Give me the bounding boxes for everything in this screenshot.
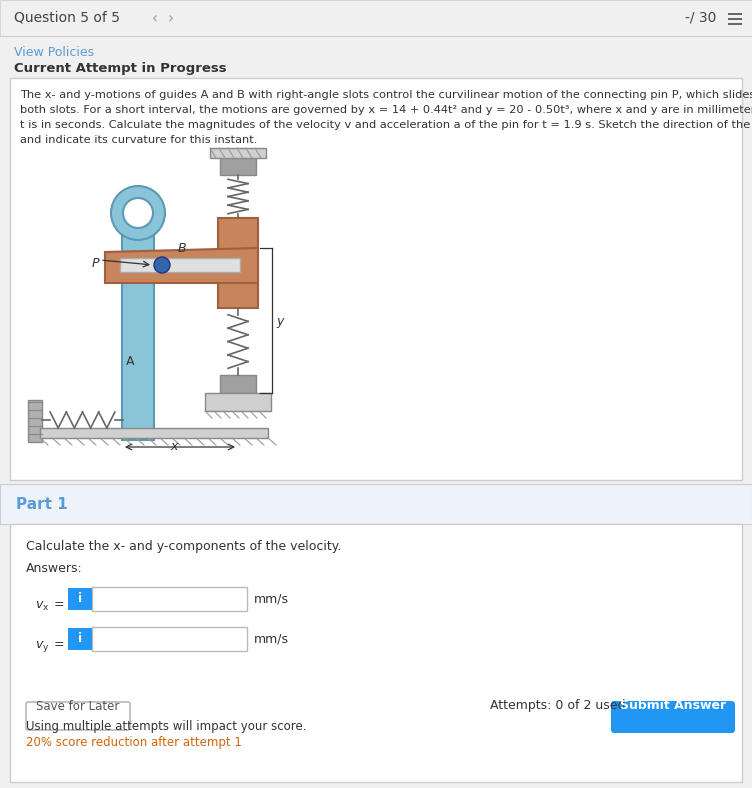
Text: View Policies: View Policies — [14, 46, 94, 59]
Text: ›: › — [168, 11, 174, 26]
Text: y: y — [43, 643, 48, 652]
Polygon shape — [105, 248, 258, 283]
Bar — [220, 157, 256, 175]
Text: x: x — [43, 603, 48, 612]
Text: and indicate its curvature for this instant.: and indicate its curvature for this inst… — [20, 135, 257, 145]
Text: Save for Later: Save for Later — [36, 700, 120, 713]
Bar — [0, 36, 752, 37]
Bar — [10, 524, 742, 782]
Bar — [728, 23, 742, 24]
Text: -/ 30: -/ 30 — [685, 10, 717, 24]
Circle shape — [154, 257, 170, 273]
Text: v: v — [35, 638, 42, 651]
Bar — [728, 18, 742, 20]
Bar — [68, 588, 92, 610]
Bar — [122, 210, 154, 440]
Text: y: y — [276, 315, 284, 328]
Bar — [10, 78, 742, 480]
Ellipse shape — [123, 198, 153, 228]
Text: both slots. For a short interval, the motions are governed by x = 14 + 0.44t² an: both slots. For a short interval, the mo… — [20, 105, 752, 115]
FancyBboxPatch shape — [611, 701, 735, 733]
Text: Current Attempt in Progress: Current Attempt in Progress — [14, 62, 226, 75]
Bar — [0, 0, 752, 36]
Text: Calculate the x- and y-components of the velocity.: Calculate the x- and y-components of the… — [26, 540, 341, 553]
Text: x: x — [170, 440, 177, 453]
Bar — [210, 148, 266, 158]
Bar — [68, 628, 92, 650]
Bar — [40, 428, 268, 438]
Text: mm/s: mm/s — [254, 593, 289, 606]
Bar — [92, 627, 247, 651]
Text: A: A — [126, 355, 135, 368]
Bar — [728, 13, 742, 14]
Bar — [205, 393, 271, 411]
Ellipse shape — [111, 186, 165, 240]
Text: mm/s: mm/s — [254, 633, 289, 646]
Text: B: B — [178, 242, 186, 255]
Text: v: v — [35, 598, 42, 611]
Text: The x- and y-motions of guides A and B with right-angle slots control the curvil: The x- and y-motions of guides A and B w… — [20, 90, 752, 100]
Text: t is in seconds. Calculate the magnitudes of the velocity v and acceleration a o: t is in seconds. Calculate the magnitude… — [20, 120, 752, 130]
Text: P: P — [92, 257, 99, 270]
Bar — [0, 484, 752, 524]
Bar — [28, 400, 42, 442]
FancyBboxPatch shape — [26, 702, 130, 730]
Text: Submit Answer: Submit Answer — [620, 699, 726, 712]
Text: =: = — [50, 598, 65, 611]
Text: 20% score reduction after attempt 1: 20% score reduction after attempt 1 — [26, 736, 242, 749]
Text: Question 5 of 5: Question 5 of 5 — [14, 10, 120, 24]
Text: =: = — [50, 638, 65, 651]
Text: ‹: ‹ — [152, 11, 158, 26]
Bar — [92, 587, 247, 611]
Text: Part 1: Part 1 — [16, 497, 68, 512]
Bar — [220, 375, 256, 393]
Text: Answers:: Answers: — [26, 562, 83, 575]
Text: i: i — [78, 632, 82, 645]
Text: Using multiple attempts will impact your score.: Using multiple attempts will impact your… — [26, 720, 307, 733]
Text: i: i — [78, 592, 82, 605]
Bar — [120, 258, 240, 272]
Bar — [218, 218, 258, 308]
Text: Attempts: 0 of 2 used: Attempts: 0 of 2 used — [490, 699, 626, 712]
